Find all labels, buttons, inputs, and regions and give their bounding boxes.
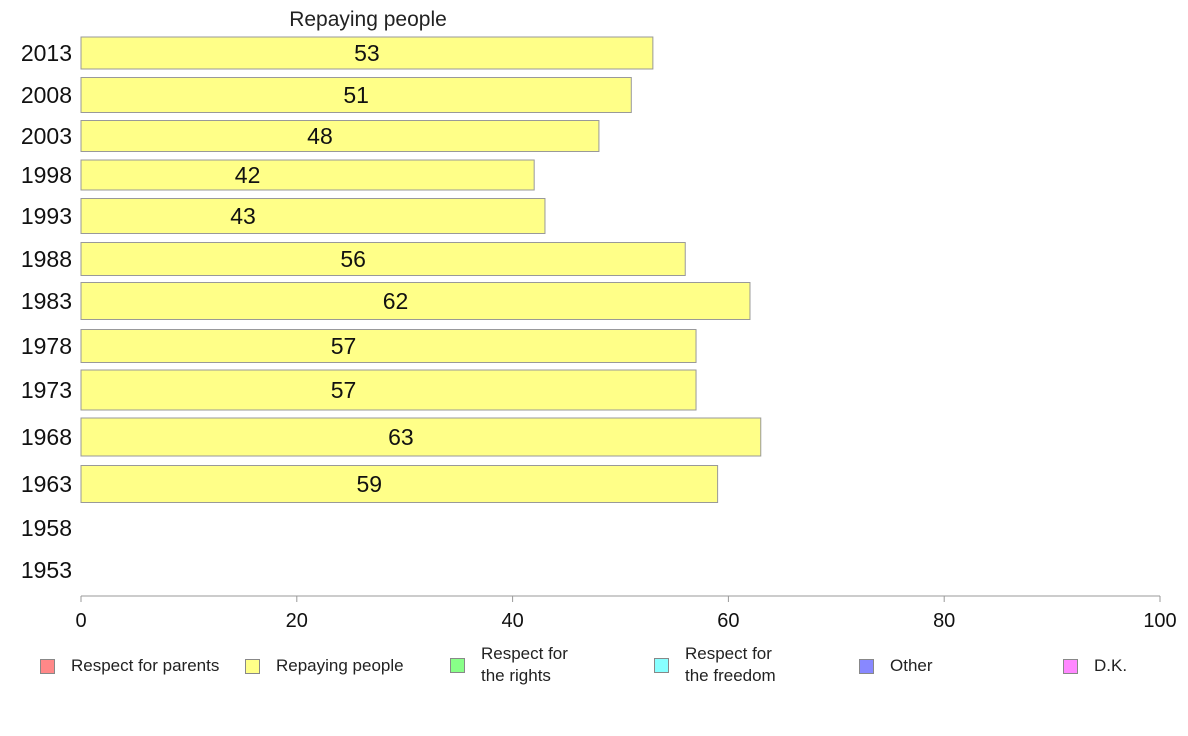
bar-value-label: 63 [388, 424, 414, 450]
bar [80, 417, 762, 457]
y-tick-label: 1998 [21, 162, 72, 188]
y-tick-label: 1973 [21, 377, 72, 403]
y-axis-labels: 2013 2008 2003 1998 1993 1988 1983 1978 1973 1968… [21, 40, 72, 583]
bar [80, 369, 697, 411]
x-tick-label: 100 [1143, 610, 1176, 632]
bar-value-label: 57 [331, 333, 357, 359]
legend-item: Other [859, 655, 933, 677]
legend-label: Respect for the freedom [685, 644, 776, 685]
bar [80, 465, 719, 503]
bar-value-label: 43 [230, 203, 256, 229]
legend-label: Repaying people [276, 656, 404, 675]
bar-value-label: 51 [343, 82, 369, 108]
bar [80, 282, 751, 320]
bar-value-label: 57 [331, 377, 357, 403]
chart-title: Repaying people [289, 8, 447, 31]
legend-item: Respect for the freedom [654, 643, 776, 687]
x-axis: 0 20 40 60 80 100 [75, 595, 1177, 632]
legend-swatch [654, 657, 669, 673]
bar-value-label: 59 [357, 471, 383, 497]
legend: Respect for parents Repaying people Respec… [0, 640, 1188, 700]
legend-label: D.K. [1094, 656, 1128, 675]
x-tick-label: 20 [286, 610, 308, 632]
bar [80, 36, 654, 70]
y-tick-label: 2008 [21, 82, 72, 108]
x-tick-label: 60 [717, 610, 739, 632]
y-tick-label: 1953 [21, 557, 72, 583]
bar-value-label: 42 [235, 162, 261, 188]
bar [80, 329, 697, 363]
y-tick-label: 1983 [21, 288, 72, 314]
legend-label: Other [890, 656, 933, 675]
x-tick-label: 80 [933, 610, 955, 632]
y-tick-label: 1988 [21, 246, 72, 272]
legend-label: Respect for parents [71, 656, 220, 675]
bar [80, 159, 535, 191]
legend-swatch [859, 658, 874, 674]
y-tick-label: 2003 [21, 123, 72, 149]
y-tick-label: 1958 [21, 515, 72, 541]
y-tick-label: 1978 [21, 333, 72, 359]
legend-item: Respect for the rights [450, 643, 568, 687]
bar [80, 198, 546, 234]
y-tick-label: 1963 [21, 471, 72, 497]
bar-value-label: 56 [340, 246, 366, 272]
x-tick-label: 40 [501, 610, 523, 632]
y-tick-label: 1993 [21, 203, 72, 229]
legend-swatch [245, 658, 260, 674]
legend-label: Respect for the rights [481, 644, 568, 685]
bar-value-label: 53 [354, 40, 380, 66]
legend-swatch [40, 658, 55, 674]
legend-swatch [1063, 658, 1078, 674]
y-tick-label: 2013 [21, 40, 72, 66]
bar [80, 77, 632, 113]
y-tick-label: 1968 [21, 424, 72, 450]
legend-item: Respect for parents [40, 655, 219, 677]
bar [80, 242, 686, 276]
legend-item: D.K. [1063, 655, 1127, 677]
bar-value-label: 62 [383, 288, 409, 314]
legend-item: Repaying people [245, 655, 404, 677]
bar [80, 120, 600, 152]
bar-value-label: 48 [307, 123, 333, 149]
legend-swatch [450, 657, 465, 673]
x-tick-label: 0 [75, 610, 86, 632]
